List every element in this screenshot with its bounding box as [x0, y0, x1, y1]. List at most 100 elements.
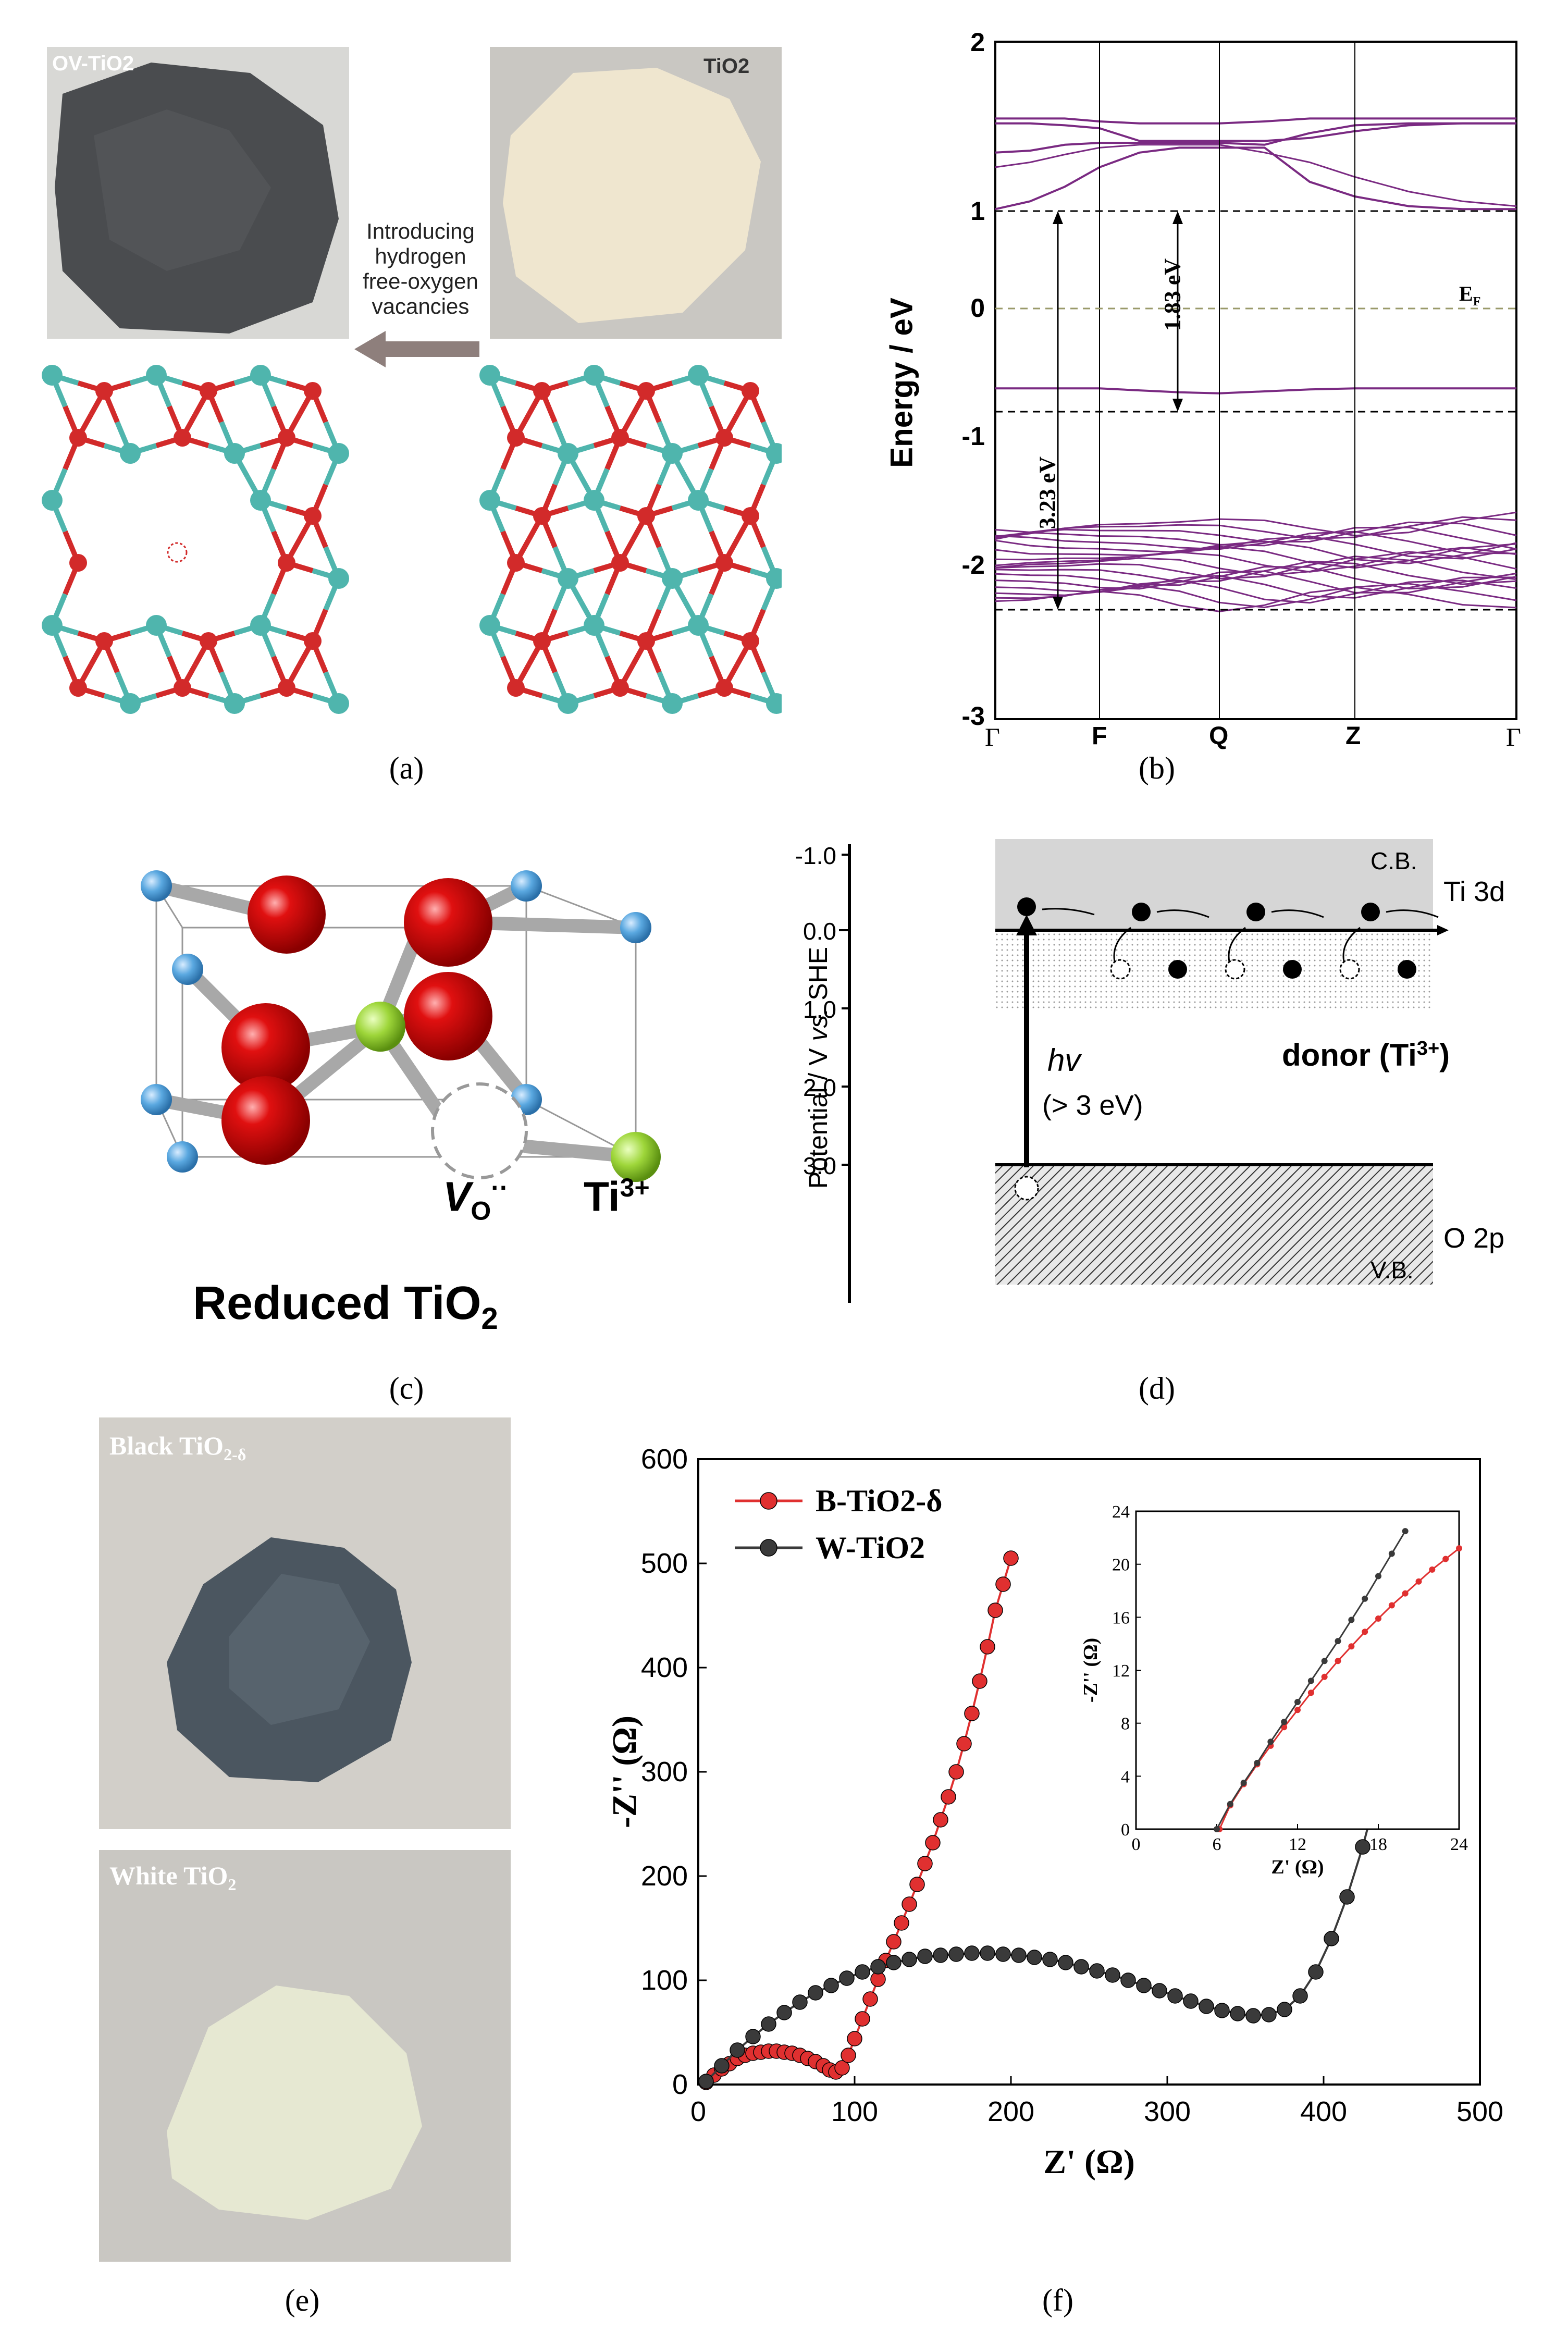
- ti-atom: [662, 568, 683, 589]
- inset-data-point: [1335, 1658, 1341, 1664]
- data-point: [980, 1639, 995, 1655]
- panel-c: VO·· Ti3+ Reduced TiO2: [115, 797, 740, 1371]
- o-atom: [304, 382, 322, 400]
- band-structure-plot: [994, 41, 1517, 720]
- ti-atom: [328, 443, 349, 464]
- d-ytick-3: 3.0: [803, 1152, 836, 1179]
- o-atom: [637, 632, 655, 650]
- x-tick-label: 200: [987, 2096, 1034, 2127]
- transform-arrow: [354, 331, 479, 367]
- x-tick-label: 300: [1144, 2096, 1191, 2127]
- ti-atom: [688, 615, 709, 636]
- ti-atom: [250, 615, 271, 636]
- inset-data-point: [1388, 1550, 1395, 1557]
- vacancy-label: VO··: [443, 1173, 509, 1226]
- inset-data-point: [1415, 1578, 1422, 1585]
- inset-data-point: [1294, 1707, 1301, 1713]
- caption-b: (b): [1139, 751, 1175, 785]
- ti-atom: [662, 443, 683, 464]
- donor-electron: [1398, 960, 1416, 979]
- o-atom: [507, 429, 525, 447]
- inset-data-point: [1240, 1780, 1247, 1786]
- o-atom: [304, 632, 322, 650]
- o-atom: [95, 382, 113, 400]
- caption-a: (a): [389, 751, 424, 785]
- ti-atom: [479, 615, 500, 636]
- panel-a-figure: [42, 47, 787, 714]
- kpoint-f: F: [1092, 722, 1107, 750]
- caption-e: (e): [285, 2283, 320, 2317]
- y-tick-label: 600: [641, 1444, 688, 1475]
- data-point: [1120, 1972, 1136, 1988]
- band-ytick-m3: -3: [961, 701, 985, 731]
- data-point: [862, 1991, 878, 2007]
- inset-x-tick: 0: [1132, 1835, 1141, 1854]
- ti3-atom: [355, 1002, 405, 1052]
- o-atom: [611, 429, 629, 447]
- data-point: [956, 1736, 972, 1752]
- inset-x-tick: 18: [1369, 1835, 1387, 1854]
- inset-data-point: [1267, 1738, 1274, 1745]
- tio2-lattice: [479, 365, 787, 714]
- legend-label: B-TiO2-δ: [816, 1484, 942, 1518]
- data-point: [902, 1952, 917, 1967]
- tio2-label: TiO2: [703, 55, 750, 78]
- o-atom: [200, 632, 217, 650]
- kpoint-z: Z: [1345, 722, 1361, 750]
- data-point: [1324, 1931, 1339, 1946]
- band-ytick-1: 1: [970, 196, 985, 226]
- inset-data-point: [1402, 1528, 1409, 1535]
- ti-atom: [250, 365, 271, 386]
- donor-electron: [1168, 960, 1187, 979]
- vb-hole: [1014, 1176, 1039, 1201]
- fermi-label: EF: [1459, 282, 1481, 309]
- ti-atom: [42, 365, 63, 386]
- kpoint-gamma-1: Γ: [985, 722, 1000, 751]
- panel-b: Energy / eV 2 1 0 -1 -2 -3 Γ F Q Z Γ 1.8…: [865, 21, 1542, 751]
- ti-atom: [479, 490, 500, 511]
- panel-a: OV-TiO2 TiO2 Introducing hydrogen free-o…: [31, 31, 787, 730]
- hv-label: hv: [1047, 1043, 1081, 1078]
- o-atom: [533, 632, 551, 650]
- electron: [1017, 897, 1036, 916]
- ti-atom: [766, 568, 787, 589]
- data-point: [980, 1945, 995, 1961]
- inset-data-point: [1307, 1690, 1314, 1696]
- data-point: [839, 1970, 855, 1986]
- ti-atom: [146, 615, 167, 636]
- data-point: [948, 1946, 964, 1962]
- data-point: [1027, 1950, 1042, 1965]
- data-point: [870, 1959, 886, 1975]
- ti-atom: [766, 693, 787, 714]
- panel-d: Potential / V vs. SHE -1.0 0.0 1.0 2.0 3…: [795, 823, 1558, 1345]
- o-atom: [304, 507, 322, 525]
- y-tick-label: 500: [641, 1548, 688, 1579]
- inset-data-point: [1348, 1643, 1355, 1650]
- inset-y-tick: 20: [1112, 1556, 1130, 1575]
- donor-hole: [1110, 959, 1131, 980]
- ti-atom: [511, 870, 542, 902]
- inset-y-tick: 12: [1112, 1661, 1130, 1681]
- ti-atom: [479, 365, 500, 386]
- data-point: [987, 1602, 1003, 1618]
- y-tick-label: 400: [641, 1652, 688, 1683]
- data-point: [894, 1915, 909, 1931]
- ti-atom: [558, 693, 578, 714]
- inset-y-tick: 24: [1112, 1502, 1130, 1522]
- o-atom: [611, 679, 629, 697]
- ti-atom: [42, 490, 63, 511]
- inset-data-point: [1402, 1590, 1409, 1597]
- data-point: [948, 1764, 964, 1780]
- data-point: [1199, 1999, 1214, 2014]
- white-tio2-label: White TiO2: [109, 1861, 237, 1894]
- donor-label: donor (Ti3+): [1282, 1038, 1450, 1072]
- o-atom: [742, 632, 759, 650]
- inset-y-tick: 16: [1112, 1608, 1130, 1627]
- o-atom: [278, 679, 295, 697]
- x-tick-label: 0: [690, 2096, 706, 2127]
- data-point: [855, 1964, 870, 1980]
- cb-label: C.B.: [1371, 847, 1417, 874]
- ti-atom: [141, 1084, 172, 1115]
- y-tick-label: 0: [672, 2069, 688, 2100]
- o-atom: [248, 875, 326, 954]
